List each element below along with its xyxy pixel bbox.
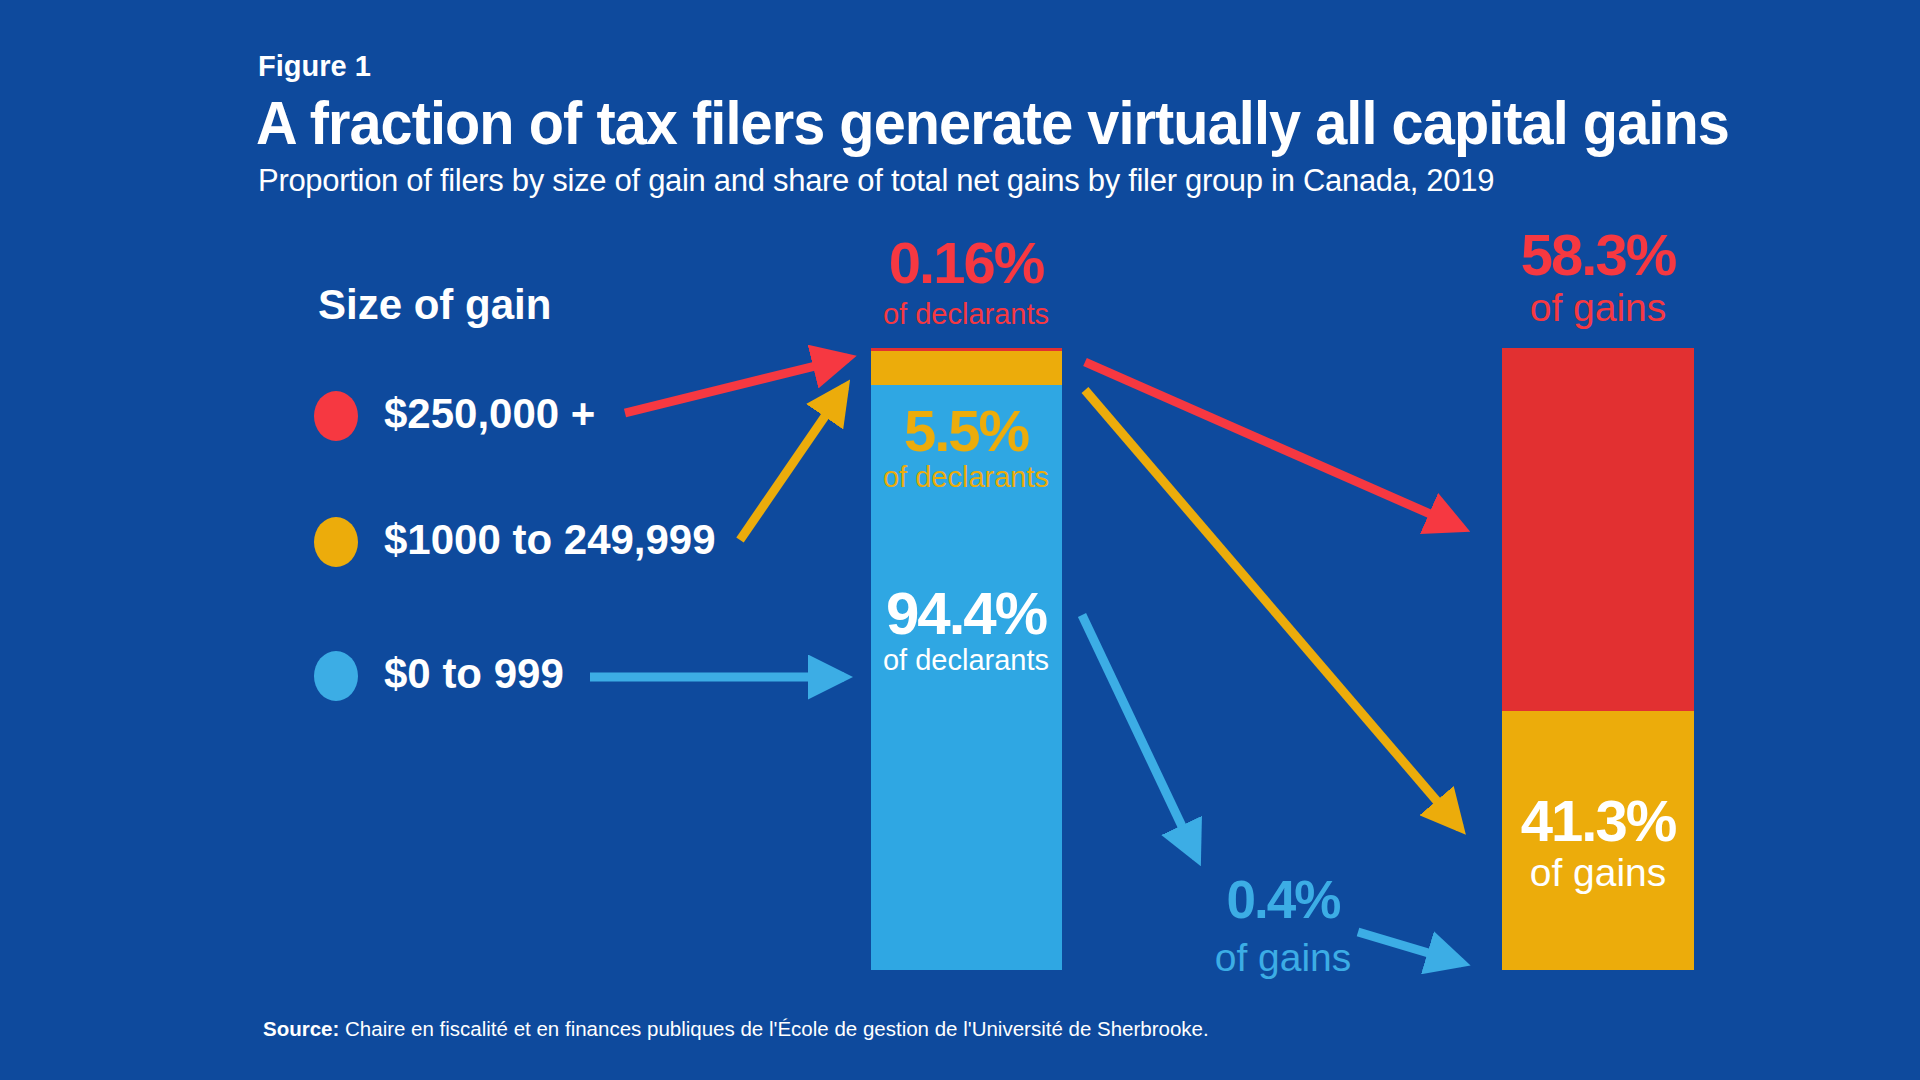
- source-prefix: Source:: [263, 1017, 339, 1040]
- arrow-cross-gold: [1085, 390, 1460, 828]
- infographic-canvas: Figure 1 A fraction of tax filers genera…: [0, 0, 1920, 1080]
- arrow-cross-blue-upper: [1082, 615, 1197, 858]
- source-line: Source: Chaire en fiscalité et en financ…: [263, 1019, 1209, 1040]
- arrows-layer: [0, 0, 1920, 1080]
- arrow-cross-blue-lower: [1358, 932, 1462, 963]
- arrow-legend-red: [625, 358, 848, 413]
- arrow-legend-gold: [740, 387, 845, 540]
- source-text: Chaire en fiscalité et en finances publi…: [339, 1017, 1208, 1040]
- arrow-cross-red: [1085, 362, 1462, 528]
